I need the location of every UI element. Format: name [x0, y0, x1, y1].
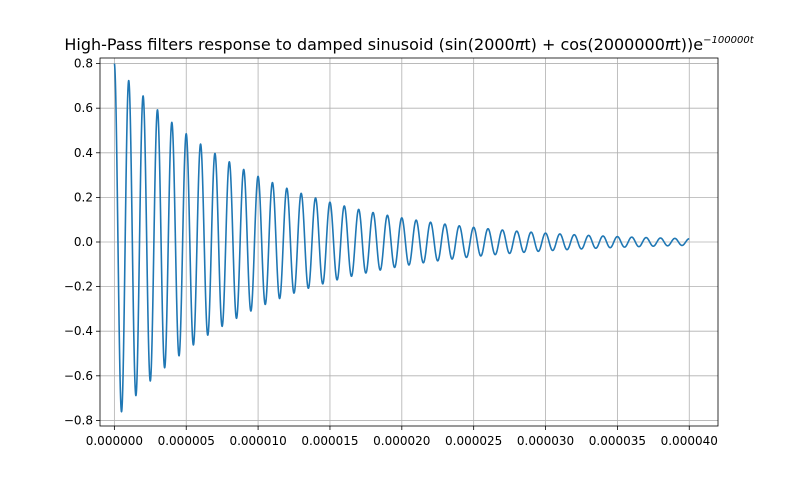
y-tick-label: 0.4 [74, 146, 93, 160]
chart-title: High-Pass filters response to damped sin… [64, 35, 754, 54]
y-tick-label: −0.6 [64, 369, 93, 383]
y-tick-label: 0.6 [74, 101, 93, 115]
grid [100, 58, 718, 426]
y-axis: 0.8 0.6 0.4 0.2 0.0 −0.2 −0.4 −0.6 −0.8 [64, 57, 100, 427]
x-tick-label: 0.000035 [589, 434, 646, 448]
y-tick-label: 0.0 [74, 235, 93, 249]
y-tick-label: −0.2 [64, 280, 93, 294]
x-tick-label: 0.000005 [158, 434, 215, 448]
y-tick-label: −0.8 [64, 413, 93, 427]
x-tick-label: 0.000025 [445, 434, 502, 448]
y-tick-label: −0.4 [64, 324, 93, 338]
y-tick-label: 0.2 [74, 190, 93, 204]
series-line [113, 63, 690, 413]
x-tick-label: 0.000020 [373, 434, 430, 448]
x-tick-label: 0.000010 [229, 434, 286, 448]
x-tick-label: 0.000000 [86, 434, 143, 448]
x-axis: 0.000000 0.000005 0.000010 0.000015 0.000020… [86, 426, 718, 448]
series-layer [113, 63, 690, 413]
x-tick-label: 0.000030 [517, 434, 574, 448]
y-tick-label: 0.8 [74, 57, 93, 71]
x-tick-label: 0.000015 [301, 434, 358, 448]
x-tick-label: 0.000040 [661, 434, 718, 448]
